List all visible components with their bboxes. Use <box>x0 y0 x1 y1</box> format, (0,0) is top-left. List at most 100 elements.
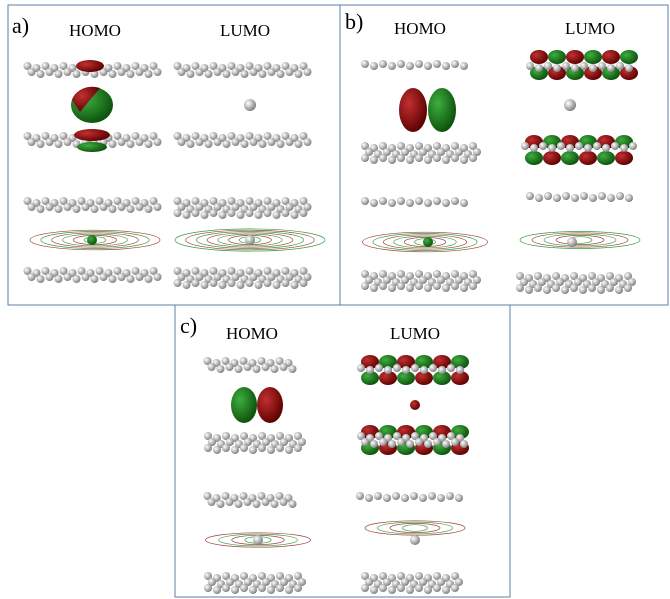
atom <box>87 235 97 245</box>
atom <box>388 284 396 292</box>
atom <box>406 156 414 164</box>
atom <box>410 492 418 500</box>
atom <box>46 68 54 76</box>
atom <box>127 70 135 78</box>
atom <box>268 68 276 76</box>
atom <box>237 211 245 219</box>
atom <box>535 64 543 72</box>
atom <box>178 138 186 146</box>
orbital-lobe <box>76 60 104 72</box>
atom <box>213 446 221 454</box>
contour <box>532 233 628 247</box>
atom <box>291 281 299 289</box>
atom <box>598 62 606 70</box>
atom <box>406 62 414 70</box>
atom <box>192 209 200 217</box>
atom <box>223 140 231 148</box>
atom <box>406 284 414 292</box>
atom <box>447 364 455 372</box>
atom <box>253 535 263 545</box>
orbital-lobe <box>530 50 548 64</box>
atom <box>136 68 144 76</box>
atom <box>365 494 373 502</box>
column-header: LUMO <box>390 324 440 343</box>
atom <box>410 400 420 410</box>
atom <box>271 365 279 373</box>
atom <box>264 209 272 217</box>
atom <box>28 273 36 281</box>
orbital-lobe <box>525 151 543 165</box>
atom <box>289 365 297 373</box>
atom <box>174 279 182 287</box>
atom <box>620 144 628 152</box>
atom <box>226 363 234 371</box>
atom <box>100 273 108 281</box>
atom <box>383 494 391 502</box>
atom <box>401 494 409 502</box>
atom <box>588 284 596 292</box>
atom <box>222 444 230 452</box>
atom <box>268 138 276 146</box>
atom <box>460 440 468 448</box>
atom <box>183 211 191 219</box>
atom <box>91 275 99 283</box>
orbital-lobe <box>597 151 615 165</box>
atom <box>174 209 182 217</box>
atom <box>366 366 374 374</box>
orbital-lobe <box>620 50 638 64</box>
atom <box>616 192 624 200</box>
atom <box>361 197 369 205</box>
atom <box>100 203 108 211</box>
atom <box>607 194 615 202</box>
atom <box>370 440 378 448</box>
atom <box>294 584 302 592</box>
atom <box>178 68 186 76</box>
atom <box>136 203 144 211</box>
atom <box>214 138 222 146</box>
atom <box>208 498 216 506</box>
atom <box>589 64 597 72</box>
atom <box>460 284 468 292</box>
atom <box>249 586 257 594</box>
atom <box>145 275 153 283</box>
atom <box>271 500 279 508</box>
atom <box>259 70 267 78</box>
atom <box>118 68 126 76</box>
atom <box>562 192 570 200</box>
atom <box>136 138 144 146</box>
atom <box>525 286 533 294</box>
orbital-lobe <box>231 387 257 423</box>
atom <box>361 438 369 446</box>
atom <box>424 284 432 292</box>
atom <box>145 205 153 213</box>
atom <box>286 138 294 146</box>
atom <box>295 140 303 148</box>
atom <box>127 205 135 213</box>
atom <box>593 142 601 150</box>
atom <box>205 70 213 78</box>
atom <box>205 140 213 148</box>
atom <box>285 586 293 594</box>
figure: a) HOMO LUMO b) HOMO LUMO c) HOMO LUMO <box>0 0 670 599</box>
atom <box>469 154 477 162</box>
orbital-lobe <box>615 151 633 165</box>
atom <box>442 62 450 70</box>
atom <box>406 586 414 594</box>
atom <box>424 440 432 448</box>
atom <box>451 154 459 162</box>
atom <box>55 70 63 78</box>
atom <box>442 586 450 594</box>
atom <box>379 282 387 290</box>
atom <box>201 211 209 219</box>
atom <box>245 235 255 245</box>
atom <box>73 70 81 78</box>
atom <box>244 498 252 506</box>
atom <box>232 68 240 76</box>
atom <box>361 60 369 68</box>
atom <box>109 70 117 78</box>
atom <box>46 138 54 146</box>
atom <box>393 364 401 372</box>
atom <box>28 203 36 211</box>
atom <box>616 62 624 70</box>
atom <box>451 60 459 68</box>
